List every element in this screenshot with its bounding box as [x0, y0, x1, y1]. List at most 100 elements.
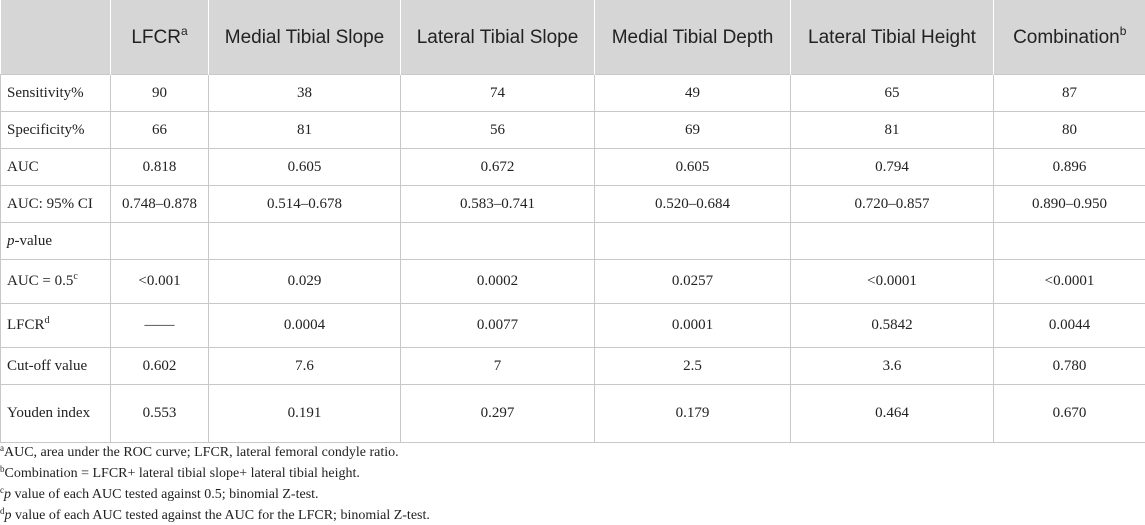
- cell: 7.6: [208, 347, 401, 385]
- row-label-text: Specificity%: [7, 121, 85, 138]
- table-row: Cut-off value 0.602 7.6 7 2.5 3.6 0.780: [0, 347, 1145, 385]
- column-header: Medial Tibial Depth: [594, 0, 791, 75]
- cell: 0.5842: [790, 303, 994, 348]
- table-row: AUC 0.818 0.605 0.672 0.605 0.794 0.896: [0, 148, 1145, 186]
- footnote-text: AUC, area under the ROC curve; LFCR, lat…: [4, 445, 399, 460]
- cell: 81: [208, 111, 401, 149]
- footnote-mark: c: [0, 485, 4, 495]
- column-label: Lateral Tibial Slope: [416, 26, 579, 48]
- results-table: LFCRa Medial Tibial Slope Lateral Tibial S…: [0, 0, 1145, 443]
- footnotes: aAUC, area under the ROC curve; LFCR, la…: [0, 442, 430, 525]
- cell: 0.670: [993, 384, 1145, 443]
- row-label: Specificity%: [0, 111, 111, 149]
- row-label: AUC = 0.5c: [0, 259, 111, 304]
- cell: <0.001: [110, 259, 209, 304]
- row-label: Sensitivity%: [0, 74, 111, 112]
- table-body: Sensitivity% 90 38 74 49 65 87 Specificity% 66 81…: [0, 74, 1145, 443]
- cell: 0.514–0.678: [208, 185, 401, 223]
- table-row: Specificity% 66 81 56 69 81 80: [0, 111, 1145, 149]
- row-label: p-value: [0, 222, 111, 260]
- cell: 0.0002: [400, 259, 595, 304]
- row-label-text: AUC: 95% CI: [7, 195, 93, 212]
- cell: 90: [110, 74, 209, 112]
- footnote-mark: b: [0, 464, 5, 474]
- row-label: AUC: 95% CI: [0, 185, 111, 223]
- empty-cell: [790, 222, 994, 260]
- footnote: dp value of each AUC tested against the …: [0, 505, 430, 525]
- cell: 0.179: [594, 384, 791, 443]
- row-label-italic: p: [7, 232, 15, 249]
- empty-cell: [993, 222, 1145, 260]
- row-label: Cut-off value: [0, 347, 111, 385]
- footnote-mark: a: [0, 443, 4, 453]
- table-row: AUC = 0.5c <0.001 0.029 0.0002 0.0257 <0.0001…: [0, 259, 1145, 304]
- column-header: Medial Tibial Slope: [208, 0, 401, 75]
- row-label-text: AUC: [7, 158, 39, 175]
- column-header: Combinationb: [993, 0, 1145, 75]
- cell: 0.191: [208, 384, 401, 443]
- empty-cell: [110, 222, 209, 260]
- cell: <0.0001: [790, 259, 994, 304]
- cell: 0.0077: [400, 303, 595, 348]
- cell: 0.818: [110, 148, 209, 186]
- cell: 87: [993, 74, 1145, 112]
- cell: 56: [400, 111, 595, 149]
- cell: 0.605: [208, 148, 401, 186]
- cell: 0.297: [400, 384, 595, 443]
- cell: 0.0004: [208, 303, 401, 348]
- column-label: Lateral Tibial Height: [808, 26, 976, 48]
- column-header: LFCRa: [110, 0, 209, 75]
- footnote-text: Combination = LFCR+ lateral tibial slope…: [4, 466, 360, 481]
- cell: 0.672: [400, 148, 595, 186]
- cell: 7: [400, 347, 595, 385]
- row-label-text: AUC = 0.5: [7, 273, 74, 289]
- column-label: Medial Tibial Depth: [611, 26, 774, 48]
- cell: 0.720–0.857: [790, 185, 994, 223]
- row-label: AUC: [0, 148, 111, 186]
- row-label-text: Cut-off value: [7, 357, 88, 374]
- row-note: d: [44, 315, 50, 326]
- cell: 81: [790, 111, 994, 149]
- cell: 0.890–0.950: [993, 185, 1145, 223]
- cell: 66: [110, 111, 209, 149]
- cell: 0.464: [790, 384, 994, 443]
- empty-cell: [594, 222, 791, 260]
- cell: 2.5: [594, 347, 791, 385]
- column-header: Lateral Tibial Height: [790, 0, 994, 75]
- cell: ——: [110, 303, 209, 348]
- table-row: Sensitivity% 90 38 74 49 65 87: [0, 74, 1145, 112]
- cell: 0.896: [993, 148, 1145, 186]
- column-note: a: [180, 23, 188, 38]
- cell: 69: [594, 111, 791, 149]
- cell: 0.583–0.741: [400, 185, 595, 223]
- cell: <0.0001: [993, 259, 1145, 304]
- footnote: aAUC, area under the ROC curve; LFCR, la…: [0, 442, 430, 463]
- cell: 0.520–0.684: [594, 185, 791, 223]
- row-label-text: Youden index: [7, 405, 91, 421]
- column-label: LFCR: [131, 26, 181, 48]
- footnote: cp value of each AUC tested against 0.5;…: [0, 484, 430, 505]
- footnote-text: value of each AUC tested against the AUC…: [15, 508, 430, 523]
- column-note: b: [1119, 23, 1127, 38]
- footnote-italic: p: [4, 508, 12, 523]
- cell: 74: [400, 74, 595, 112]
- cell: 0.0257: [594, 259, 791, 304]
- row-label: Youden index: [0, 384, 111, 443]
- cell: 0.605: [594, 148, 791, 186]
- table-row: LFCRd —— 0.0004 0.0077 0.0001 0.5842 0.0044: [0, 303, 1145, 348]
- cell: 0.0001: [594, 303, 791, 348]
- cell: 0.748–0.878: [110, 185, 209, 223]
- empty-cell: [208, 222, 401, 260]
- row-label-text: LFCR: [7, 317, 45, 333]
- cell: 0.780: [993, 347, 1145, 385]
- cell: 0.553: [110, 384, 209, 443]
- column-header: Lateral Tibial Slope: [400, 0, 595, 75]
- corner-cell: [0, 0, 111, 75]
- row-label: LFCRd: [0, 303, 111, 348]
- empty-cell: [400, 222, 595, 260]
- row-label-text: -value: [14, 232, 52, 249]
- footnote-mark: d: [0, 506, 5, 516]
- column-label: Combination: [1013, 26, 1120, 48]
- footnote: bCombination = LFCR+ lateral tibial slop…: [0, 463, 430, 484]
